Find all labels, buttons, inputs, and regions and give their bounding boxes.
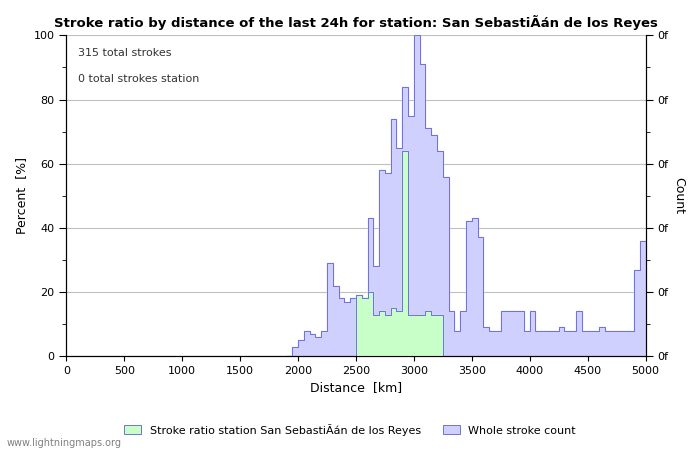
Text: 315 total strokes: 315 total strokes xyxy=(78,48,172,58)
X-axis label: Distance  [km]: Distance [km] xyxy=(310,382,402,395)
Title: Stroke ratio by distance of the last 24h for station: San SebastiÃán de los Reye: Stroke ratio by distance of the last 24h… xyxy=(54,15,658,30)
Legend: Stroke ratio station San SebastiÃán de los Reyes, Whole stroke count: Stroke ratio station San SebastiÃán de l… xyxy=(120,419,580,440)
Y-axis label: Count: Count xyxy=(672,177,685,214)
Text: 0 total strokes station: 0 total strokes station xyxy=(78,74,200,84)
Y-axis label: Percent  [%]: Percent [%] xyxy=(15,158,28,234)
Text: www.lightningmaps.org: www.lightningmaps.org xyxy=(7,438,122,448)
